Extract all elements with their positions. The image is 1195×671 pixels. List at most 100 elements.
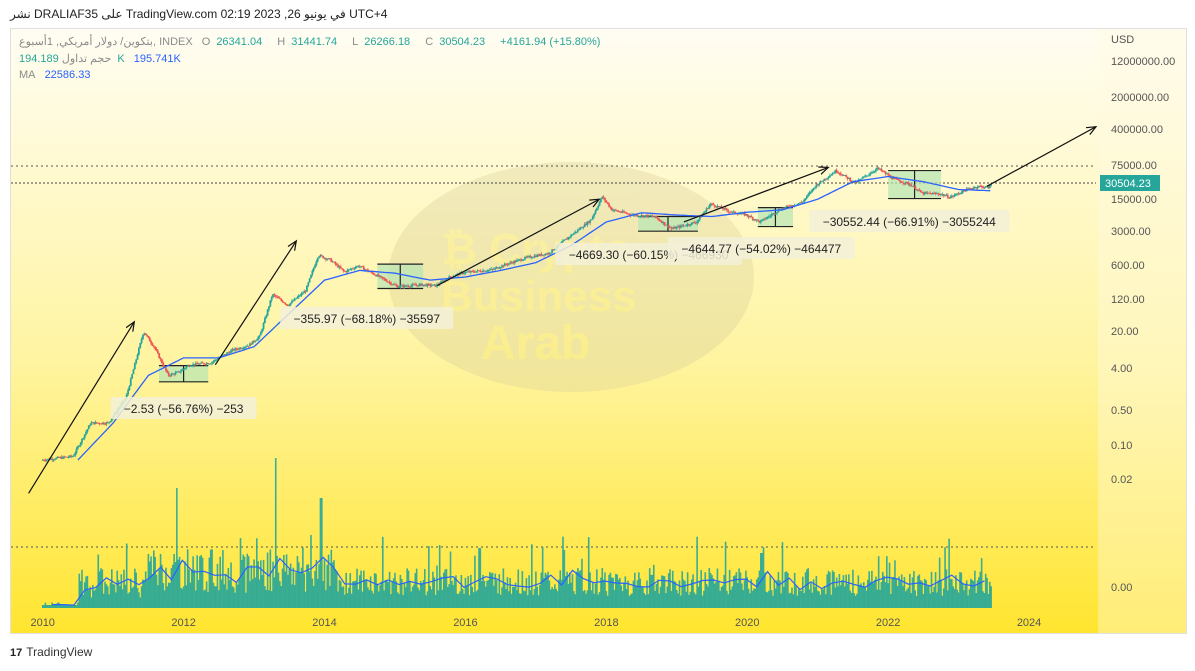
volume-bar (868, 571, 870, 608)
candle-body (716, 206, 719, 208)
volume-bar (753, 588, 755, 608)
candle-body (254, 340, 257, 342)
volume-bar (121, 589, 124, 608)
candle-body (247, 345, 250, 347)
candle-body (127, 390, 129, 395)
candle-body (408, 286, 411, 288)
volume-bar (341, 587, 343, 608)
volume-bar (373, 573, 376, 608)
candle-body (941, 194, 944, 196)
candle-body (311, 270, 314, 275)
chart-background (11, 29, 1186, 633)
candle-body (75, 448, 78, 453)
candle-body (129, 378, 132, 386)
volume-bar (937, 580, 940, 608)
volume-bar (751, 590, 754, 608)
volume-bar (848, 574, 850, 608)
candle-body (670, 227, 673, 229)
candle-body (711, 203, 713, 205)
volume-bar (104, 581, 106, 608)
candle-body (627, 213, 629, 215)
volume-bar (153, 550, 155, 608)
candle-body (786, 205, 789, 207)
volume-bar (699, 581, 701, 608)
volume-bar (54, 605, 56, 608)
volume-bar (795, 586, 797, 608)
volume-bar (671, 570, 674, 608)
candle-body (705, 208, 708, 211)
volume-bar (776, 580, 778, 608)
drawdown-label-bg (809, 210, 1010, 232)
candle-body (392, 284, 395, 286)
volume-bar (957, 592, 960, 608)
volume-bar (281, 568, 284, 608)
volume-bar (235, 582, 238, 608)
volume-bar (938, 557, 941, 608)
volume-bar (360, 570, 362, 608)
volume-bar (562, 536, 564, 608)
volume-bar (570, 582, 572, 608)
candle-body (292, 300, 295, 302)
candle-body (549, 252, 552, 254)
volume-bar (643, 593, 646, 608)
volume-bar (211, 549, 213, 608)
candle-body (365, 269, 368, 271)
candle-body (212, 361, 215, 363)
candle-body (297, 295, 300, 297)
candle-body (871, 172, 873, 174)
volume-bar (612, 577, 614, 608)
volume-bar (627, 580, 629, 608)
candle-body (804, 198, 807, 200)
volume-bar (67, 605, 70, 608)
candle-body (77, 446, 79, 449)
candle-body (461, 272, 464, 274)
candle-body (507, 263, 510, 265)
volume-bar (325, 590, 327, 608)
volume-bar (102, 593, 105, 608)
candle-body (961, 189, 964, 193)
candle-body (803, 199, 806, 203)
volume-bar (655, 584, 658, 608)
candle-body (213, 359, 216, 362)
candle-body (651, 215, 654, 217)
candle-body (262, 323, 265, 330)
footer-brand[interactable]: 17 TradingView (10, 645, 92, 659)
volume-bar (825, 594, 827, 608)
candle-body (78, 445, 81, 447)
candle-body (933, 193, 936, 194)
candle-body (891, 177, 894, 180)
volume-bar (777, 572, 780, 608)
candle-body (659, 220, 662, 222)
close-label: C (425, 36, 434, 48)
volume-bar (886, 556, 888, 608)
volume-bar (304, 591, 307, 608)
candle-body (713, 204, 716, 207)
volume-bar (119, 585, 121, 608)
candle-body (143, 333, 146, 335)
volume-bar (928, 585, 930, 608)
candle-body (197, 363, 200, 365)
volume-bar (880, 582, 883, 608)
ma-value: 22586.33 (44, 69, 91, 81)
candle-body (419, 283, 422, 285)
price-chart[interactable]: ₿ Crypto Business Arab −2.53 (−56.76%) −… (11, 29, 1187, 634)
volume-bar (914, 590, 917, 608)
candle-body (338, 266, 341, 268)
volume-bar (797, 588, 800, 608)
candle-body (667, 224, 670, 228)
volume-bar (615, 573, 617, 608)
candle-body (379, 276, 381, 277)
candle-body (258, 335, 261, 338)
candle-body (479, 270, 482, 272)
candle-body (738, 213, 741, 215)
time-axis[interactable]: 2010 2012 2014 2016 2018 2020 2022 2024 (30, 617, 1041, 629)
candle-body (765, 218, 768, 220)
candle-body (533, 255, 536, 258)
chart-frame[interactable]: ₿ Crypto Business Arab −2.53 (−56.76%) −… (10, 28, 1187, 634)
price-axis[interactable]: USD 12000000.00 2000000.00 400000.00 75000.0… (1098, 29, 1187, 634)
volume-bar (921, 581, 923, 608)
candle-body (278, 298, 281, 299)
volume-bar (980, 558, 983, 608)
volume-bar (280, 586, 282, 608)
candle-body (445, 279, 448, 281)
